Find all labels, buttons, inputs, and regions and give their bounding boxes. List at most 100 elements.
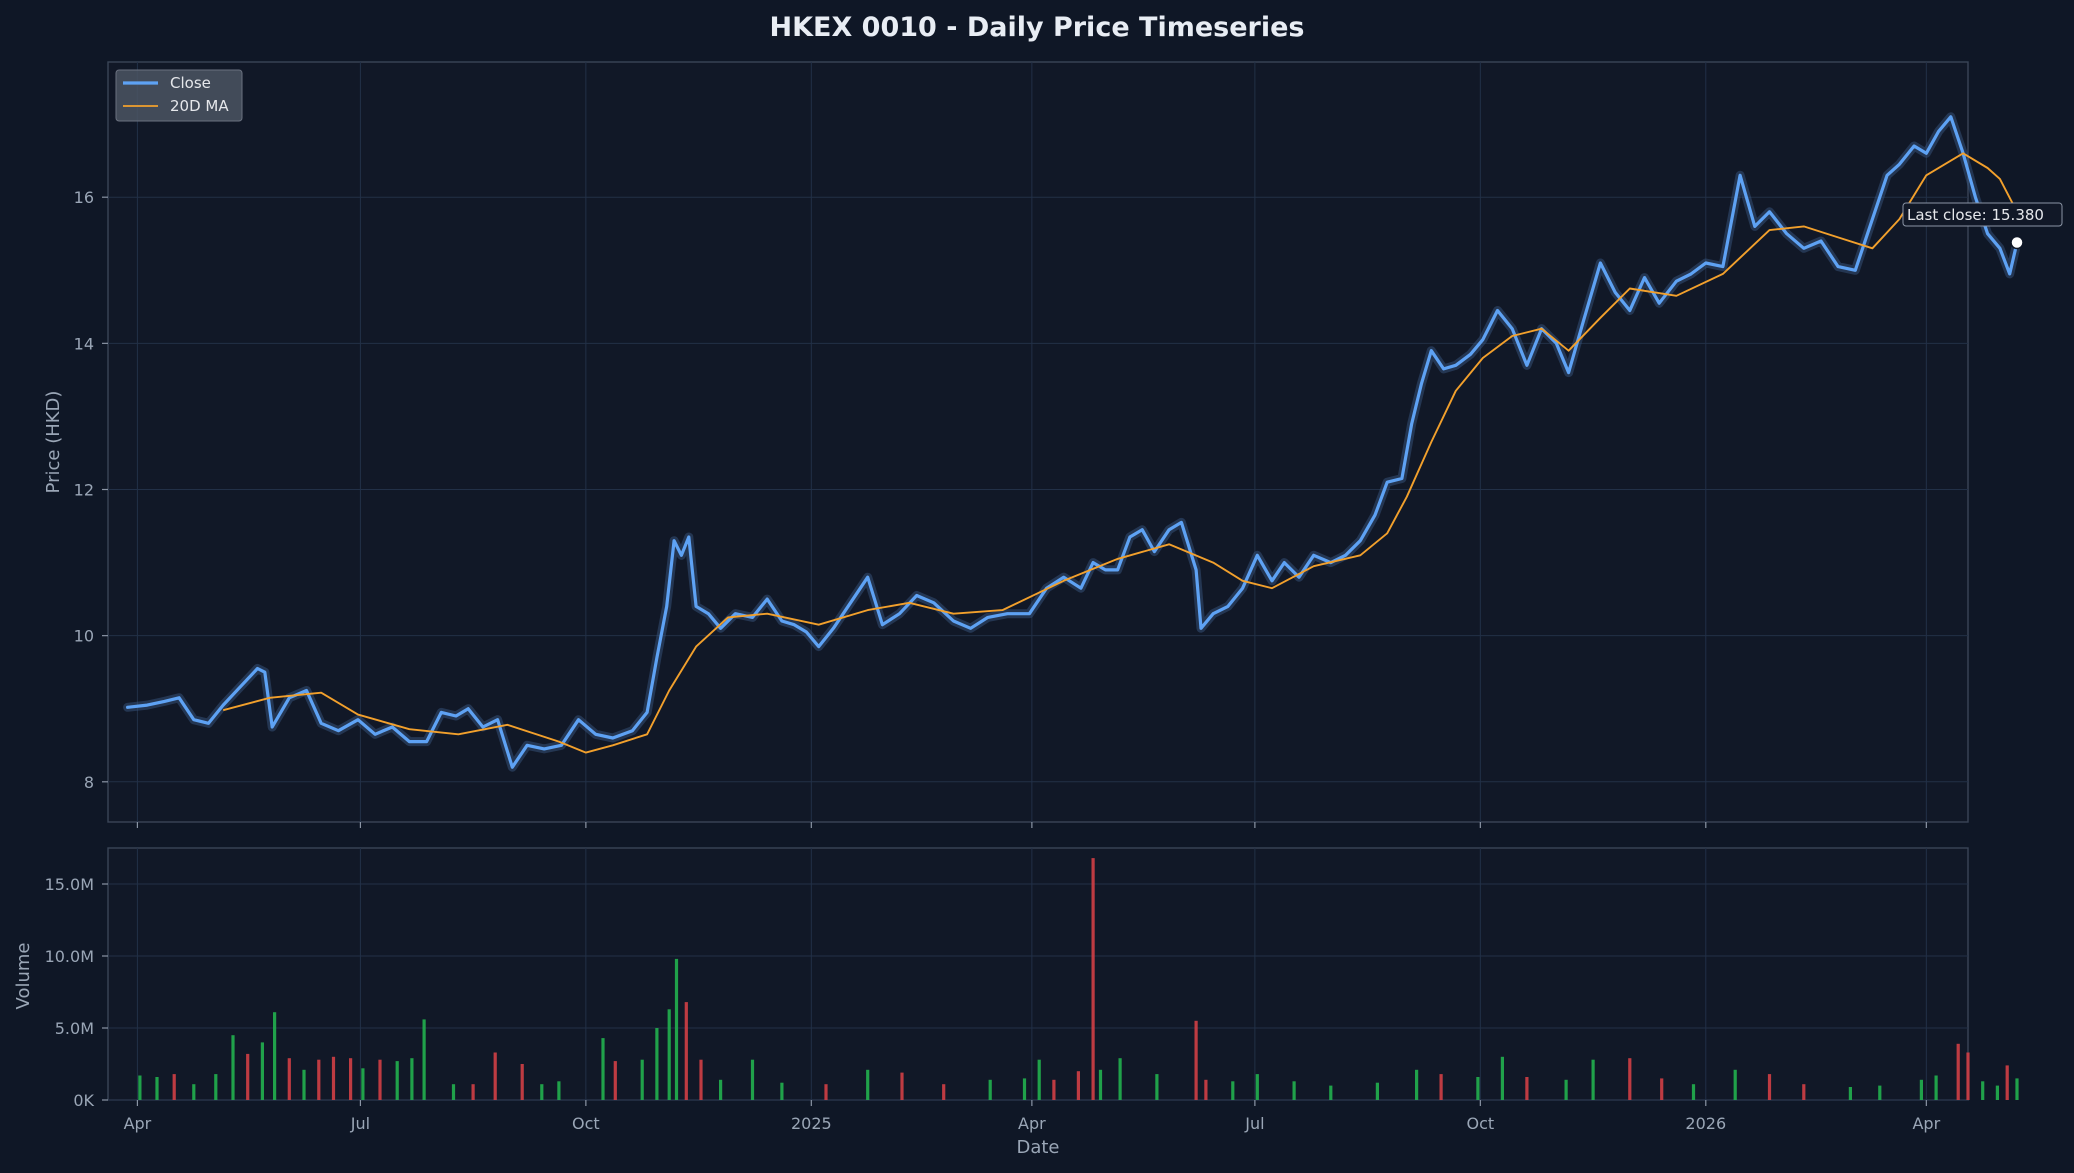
- x-tick-label: Jul: [1244, 1114, 1264, 1133]
- last-close-marker: [2010, 235, 2024, 250]
- volume-bar: [824, 1084, 828, 1100]
- volume-bar: [138, 1075, 142, 1100]
- volume-bar: [1415, 1069, 1419, 1100]
- volume-bar: [520, 1064, 524, 1100]
- x-tick-label: Apr: [124, 1114, 152, 1133]
- volume-bar: [231, 1035, 235, 1100]
- volume-bar: [655, 1028, 659, 1100]
- price-y-ticks: 8 10 12 14 16: [74, 188, 108, 792]
- price-series-group: [123, 112, 2024, 772]
- volume-bar: [1052, 1079, 1056, 1100]
- volume-bar: [1767, 1074, 1772, 1100]
- volume-bar: [601, 1038, 605, 1100]
- x-axis-label: Date: [1016, 1137, 1059, 1158]
- volume-bar: [719, 1079, 723, 1100]
- volume-bar: [1439, 1074, 1443, 1100]
- volume-bar: [640, 1059, 644, 1100]
- volume-bar: [613, 1061, 617, 1100]
- price-y-axis-label: Price (HKD): [43, 391, 64, 494]
- volume-bar: [451, 1084, 456, 1100]
- volume-bar: [1037, 1059, 1041, 1100]
- volume-y-tick-label: 15.0M: [45, 875, 94, 894]
- volume-bar: [1564, 1079, 1568, 1100]
- volume-bar: [2005, 1065, 2009, 1100]
- volume-bar: [331, 1056, 336, 1100]
- volume-bar: [273, 1012, 277, 1100]
- last-close-annotation: Last close: 15.380: [1902, 202, 2063, 227]
- volume-bar: [557, 1081, 561, 1100]
- volume-bar: [1691, 1084, 1696, 1100]
- volume-bar: [942, 1084, 946, 1100]
- volume-y-tick-label: 10.0M: [45, 947, 94, 966]
- volume-bar: [1476, 1077, 1480, 1100]
- volume-bar: [1848, 1087, 1852, 1100]
- volume-bar: [1292, 1081, 1296, 1100]
- volume-bar: [1660, 1078, 1664, 1100]
- volume-bar: [866, 1069, 870, 1100]
- volume-bar: [1733, 1069, 1737, 1100]
- volume-bar: [1076, 1071, 1080, 1100]
- chart-legend: Close 20D MA: [115, 69, 243, 122]
- volume-bar: [1155, 1074, 1159, 1100]
- volume-bar: [410, 1058, 414, 1100]
- volume-bar: [422, 1019, 426, 1100]
- volume-bar: [378, 1059, 382, 1100]
- price-y-tick-label: 8: [84, 773, 94, 792]
- x-tick-label: Oct: [572, 1114, 600, 1133]
- price-y-tick-label: 12: [74, 481, 94, 500]
- close-price-line: [125, 115, 2019, 769]
- volume-bar: [1500, 1056, 1504, 1100]
- volume-bar: [172, 1074, 176, 1100]
- volume-bar: [1255, 1074, 1259, 1100]
- x-tick-label: Apr: [1018, 1114, 1046, 1133]
- volume-bars-group: [138, 858, 2019, 1100]
- volume-bar: [1802, 1084, 1806, 1100]
- volume-bar: [246, 1053, 250, 1100]
- x-tick-label: Oct: [1466, 1114, 1494, 1133]
- volume-bar: [2015, 1078, 2019, 1100]
- volume-bar: [1022, 1078, 1027, 1100]
- price-plot-area: [107, 61, 1969, 823]
- legend-label-ma: 20D MA: [170, 97, 229, 115]
- volume-bar: [684, 1002, 688, 1100]
- volume-bar: [361, 1068, 365, 1100]
- volume-bar: [674, 958, 679, 1100]
- x-tick-label: 2025: [791, 1114, 832, 1133]
- volume-bar: [1591, 1059, 1595, 1100]
- volume-bar: [1966, 1052, 1970, 1100]
- volume-bar: [1231, 1081, 1235, 1100]
- volume-y-tick-label: 0K: [73, 1091, 94, 1110]
- volume-plot-area: [107, 847, 1969, 1101]
- volume-bar: [1204, 1079, 1208, 1100]
- price-gridlines: [108, 62, 1968, 822]
- volume-bar: [1878, 1085, 1882, 1100]
- volume-y-tick-label: 5.0M: [55, 1019, 94, 1038]
- volume-bar: [317, 1059, 321, 1100]
- volume-bar: [667, 1009, 671, 1100]
- volume-bar: [349, 1058, 353, 1100]
- volume-bar: [493, 1052, 497, 1100]
- volume-y-axis-label: Volume: [13, 943, 34, 1010]
- last-close-label-box: [1902, 202, 2063, 227]
- volume-bar: [1098, 1069, 1103, 1100]
- x-tick-label: Jul: [350, 1114, 370, 1133]
- volume-bar: [699, 1059, 703, 1100]
- volume-bar: [1525, 1077, 1529, 1100]
- price-y-tick-label: 10: [74, 627, 94, 646]
- volume-bar: [287, 1058, 291, 1100]
- volume-bar: [1956, 1043, 1960, 1100]
- volume-bar: [1091, 858, 1095, 1100]
- moving-average-line: [222, 152, 2018, 754]
- volume-bar: [1995, 1085, 1999, 1100]
- volume-bar: [1934, 1075, 1938, 1100]
- x-tick-label: Apr: [1912, 1114, 1940, 1133]
- legend-label-close: Close: [170, 74, 211, 92]
- volume-bar: [750, 1059, 755, 1100]
- volume-bar: [900, 1072, 904, 1100]
- volume-y-ticks: 0K 5.0M 10.0M 15.0M: [45, 875, 108, 1110]
- volume-bar: [1375, 1082, 1379, 1100]
- chart-title: HKEX 0010 - Daily Price Timeseries: [769, 12, 1304, 43]
- volume-bar: [780, 1082, 784, 1100]
- x-tick-label: 2026: [1685, 1114, 1726, 1133]
